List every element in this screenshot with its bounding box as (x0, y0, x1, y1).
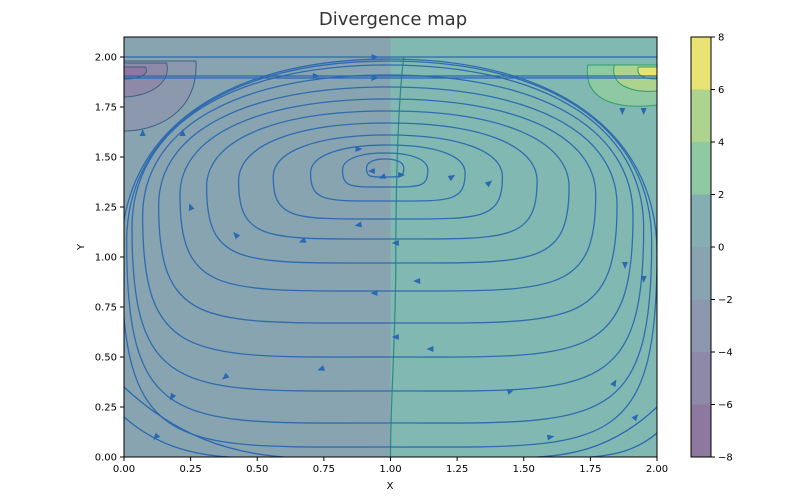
colorbar-tick-label: 6 (718, 85, 724, 96)
y-tick-label: 1.75 (95, 103, 117, 114)
streamline-arrow-27 (484, 180, 493, 188)
streamline-8 (157, 86, 618, 324)
streamline-arrow-24 (640, 108, 647, 115)
region-positive (390, 37, 657, 457)
colorbar-tick-label: 8 (718, 33, 724, 44)
x-tick-label: 1.25 (446, 464, 468, 475)
colorbar-band (691, 247, 711, 300)
y-tick-label: 1.00 (95, 253, 117, 264)
y-tick-label: 1.25 (95, 203, 117, 214)
colorbar-band (691, 142, 711, 195)
colorbar: −8 −6 −4 −2 0 2 4 6 8 (690, 33, 733, 464)
x-tick-label: 0.75 (313, 464, 335, 475)
streamline-2 (341, 152, 429, 188)
streamline-arrow-29 (355, 146, 363, 152)
streamline-arrow-7 (233, 231, 241, 240)
colorbar-tick-label: −6 (718, 400, 733, 411)
y-tick-label: 0.75 (95, 303, 117, 314)
streamline-7 (179, 98, 597, 292)
colorbar-tick-label: −8 (718, 453, 733, 464)
y-tick-label: 2.00 (95, 53, 117, 64)
streamline-5 (237, 122, 538, 240)
chart-title: Divergence map (319, 9, 467, 30)
x-tick-label: 1.00 (379, 464, 401, 475)
streamline-arrow-18 (153, 432, 161, 441)
streamline-arrow-15 (317, 365, 326, 371)
streamline-arrow-22 (622, 262, 629, 269)
streamline-arrow-11 (413, 278, 421, 284)
streamline-arrow-17 (169, 392, 177, 401)
streamline-arrow-13 (391, 334, 399, 340)
streamline-arrow-6 (188, 203, 195, 211)
y-axis-label: Y (76, 243, 87, 251)
streamline-arrow-9 (354, 221, 362, 228)
x-tick-label: 1.50 (513, 464, 535, 475)
colorbar-tick-label: −4 (718, 348, 733, 359)
x-axis: 0.00 0.25 0.50 0.75 1.00 1.25 1.50 1.75 2.00 (113, 457, 668, 475)
x-tick-label: 0.25 (179, 464, 201, 475)
colorbar-band (691, 37, 711, 90)
colorbar-band (691, 404, 711, 457)
colorbar-tick-label: 2 (718, 190, 724, 201)
corner-streamline-1 (124, 386, 284, 457)
corner-streamline-4 (590, 432, 657, 457)
corner-streamline-3 (537, 406, 657, 457)
streamline-arrow-26 (546, 434, 555, 441)
streamline-arrow-12 (370, 290, 378, 296)
streamline-9 (142, 74, 634, 358)
streamline-arrow-21 (640, 276, 647, 283)
streamline-arrow-10 (391, 240, 399, 246)
y-tick-label: 1.50 (95, 153, 117, 164)
colorbar-band (691, 352, 711, 405)
streamline-arrow-3 (371, 75, 379, 81)
x-tick-label: 2.00 (646, 464, 668, 475)
streamline-3 (309, 144, 466, 202)
streamline-4 (272, 134, 504, 220)
corner-streamline-2 (124, 416, 231, 457)
streamline-arrow-14 (426, 346, 434, 352)
streamline-10 (131, 64, 645, 392)
plot-area (124, 37, 657, 457)
streamline-arrow-25 (506, 389, 515, 395)
streamline-12 (124, 58, 657, 448)
streamline-arrow-8 (298, 237, 307, 243)
colorbar-band (691, 194, 711, 247)
x-tick-label: 0.00 (113, 464, 135, 475)
x-tick-label: 0.50 (246, 464, 268, 475)
colorbar-tick-label: −2 (718, 295, 733, 306)
x-tick-label: 1.75 (579, 464, 601, 475)
y-tick-label: 0.00 (95, 453, 117, 464)
colorbar-tick-label: 0 (718, 243, 724, 254)
colorbar-band (691, 89, 711, 142)
streamline-arrow-5 (179, 129, 186, 136)
y-axis: 0.00 0.25 0.50 0.75 1.00 1.25 1.50 1.75 2.00 (95, 53, 124, 464)
colorbar-band (691, 299, 711, 352)
streamline-arrow-30 (378, 173, 387, 179)
streamline-arrow-1 (371, 54, 379, 60)
streamline-arrow-28 (447, 175, 456, 182)
zero-contour-line (389, 56, 405, 457)
y-tick-label: 0.50 (95, 353, 117, 364)
streamline-arrow-23 (619, 108, 626, 115)
colorbar-tick-label: 4 (718, 138, 724, 149)
streamline-arrow-19 (631, 413, 639, 422)
streamline-arrow-2 (312, 73, 320, 79)
streamlines (124, 54, 657, 457)
streamline-arrow-32 (398, 172, 406, 178)
streamline-arrow-20 (610, 379, 617, 388)
streamline-11 (126, 60, 653, 424)
streamline-arrow-4 (139, 129, 146, 136)
streamline-arrow-31 (367, 168, 375, 174)
y-tick-label: 0.25 (95, 403, 117, 414)
streamline-6 (205, 110, 570, 264)
streamline-arrow-16 (222, 372, 230, 380)
x-axis-label: X (387, 481, 394, 492)
